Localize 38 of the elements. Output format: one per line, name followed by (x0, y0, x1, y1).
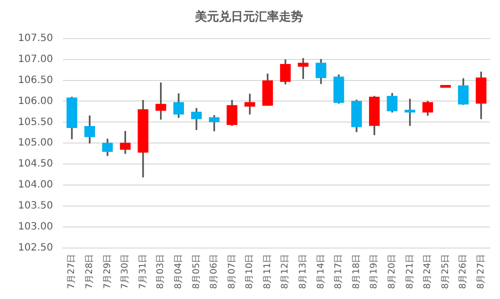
x-tick-label: 8月04日 (174, 254, 184, 290)
x-tick-label: 7月31日 (138, 254, 148, 290)
y-tick-label: 107.00 (18, 54, 53, 65)
x-tick-label: 8月12日 (280, 254, 291, 290)
x-tick-label: 8月24日 (423, 254, 434, 290)
x-tick-label: 8月19日 (370, 254, 380, 290)
candlestick (404, 98, 416, 126)
y-tick-label: 103.00 (18, 221, 53, 232)
x-tick-label: 8月25日 (440, 254, 451, 290)
x-tick-label: 7月29日 (102, 254, 113, 290)
x-tick-label: 8月26日 (458, 254, 469, 290)
y-tick-label: 106.00 (18, 96, 53, 107)
x-tick-label: 7月30日 (120, 254, 131, 290)
x-tick-label: 8月27日 (476, 254, 486, 290)
x-tick-label: 8月11日 (262, 254, 273, 290)
x-tick-label: 8月05日 (192, 254, 202, 290)
y-tick-label: 107.50 (18, 32, 53, 44)
x-tick-label: 8月21日 (405, 254, 416, 290)
x-tick-label: 8月03日 (156, 254, 166, 290)
x-tick-label: 8月14日 (316, 254, 326, 290)
x-tick-label: 8月13日 (298, 254, 309, 290)
y-tick-label: 104.50 (18, 158, 53, 170)
chart-title: 美元兑日元汇率走势 (194, 9, 303, 24)
y-tick-label: 105.50 (18, 116, 53, 128)
x-tick-label: 8月20日 (387, 254, 398, 290)
x-tick-label: 8月18日 (352, 254, 362, 290)
y-tick-label: 103.50 (18, 200, 53, 212)
y-tick-label: 102.50 (18, 242, 53, 254)
y-tick-label: 105.00 (18, 138, 53, 149)
x-tick-label: 7月28日 (85, 254, 96, 290)
x-tick-label: 8月10日 (245, 254, 256, 290)
x-tick-label: 8月07日 (227, 254, 238, 290)
y-tick-label: 106.50 (18, 74, 53, 86)
x-tick-label: 8月17日 (334, 254, 344, 290)
x-tick-label: 7月27日 (67, 254, 78, 290)
x-tick-label: 8月06日 (210, 254, 220, 290)
y-tick-label: 104.00 (18, 180, 53, 191)
candlestick (440, 84, 451, 88)
